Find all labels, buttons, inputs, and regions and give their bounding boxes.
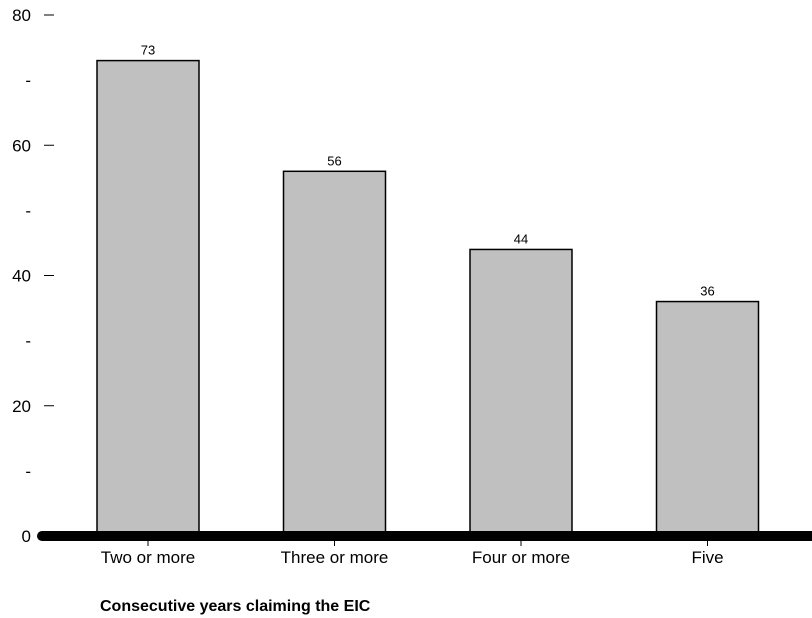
bar <box>469 248 573 537</box>
bar <box>96 59 200 537</box>
y-axis: 0 20 40 60 80 - - - - <box>12 6 54 546</box>
y-tick-label: 40 <box>12 267 31 286</box>
x-tick-label: Four or more <box>472 548 570 567</box>
y-tick-label: 60 <box>12 136 31 155</box>
y-minor-tick-label: - <box>25 332 31 351</box>
x-axis-label: Consecutive years claiming the EIC <box>100 598 371 615</box>
category-labels: Two or more Three or more Four or more Five <box>101 548 724 567</box>
y-tick-label: 0 <box>22 527 31 546</box>
bar <box>282 170 387 537</box>
y-minor-tick-label: - <box>25 462 31 481</box>
bars <box>96 59 760 537</box>
x-tick-label: Five <box>691 548 723 567</box>
data-label: 36 <box>700 284 714 299</box>
data-label: 73 <box>141 43 155 58</box>
data-labels: 73 56 44 36 <box>141 43 715 299</box>
x-tick-label: Two or more <box>101 548 195 567</box>
data-label: 44 <box>514 231 528 246</box>
bar <box>655 300 760 537</box>
x-tick-label: Three or more <box>281 548 389 567</box>
x-axis <box>37 531 812 546</box>
y-tick-label: 20 <box>12 397 31 416</box>
data-label: 56 <box>327 153 341 168</box>
y-tick-label: 80 <box>12 6 31 25</box>
y-minor-tick-label: - <box>25 71 31 90</box>
y-minor-tick-label: - <box>25 201 31 220</box>
